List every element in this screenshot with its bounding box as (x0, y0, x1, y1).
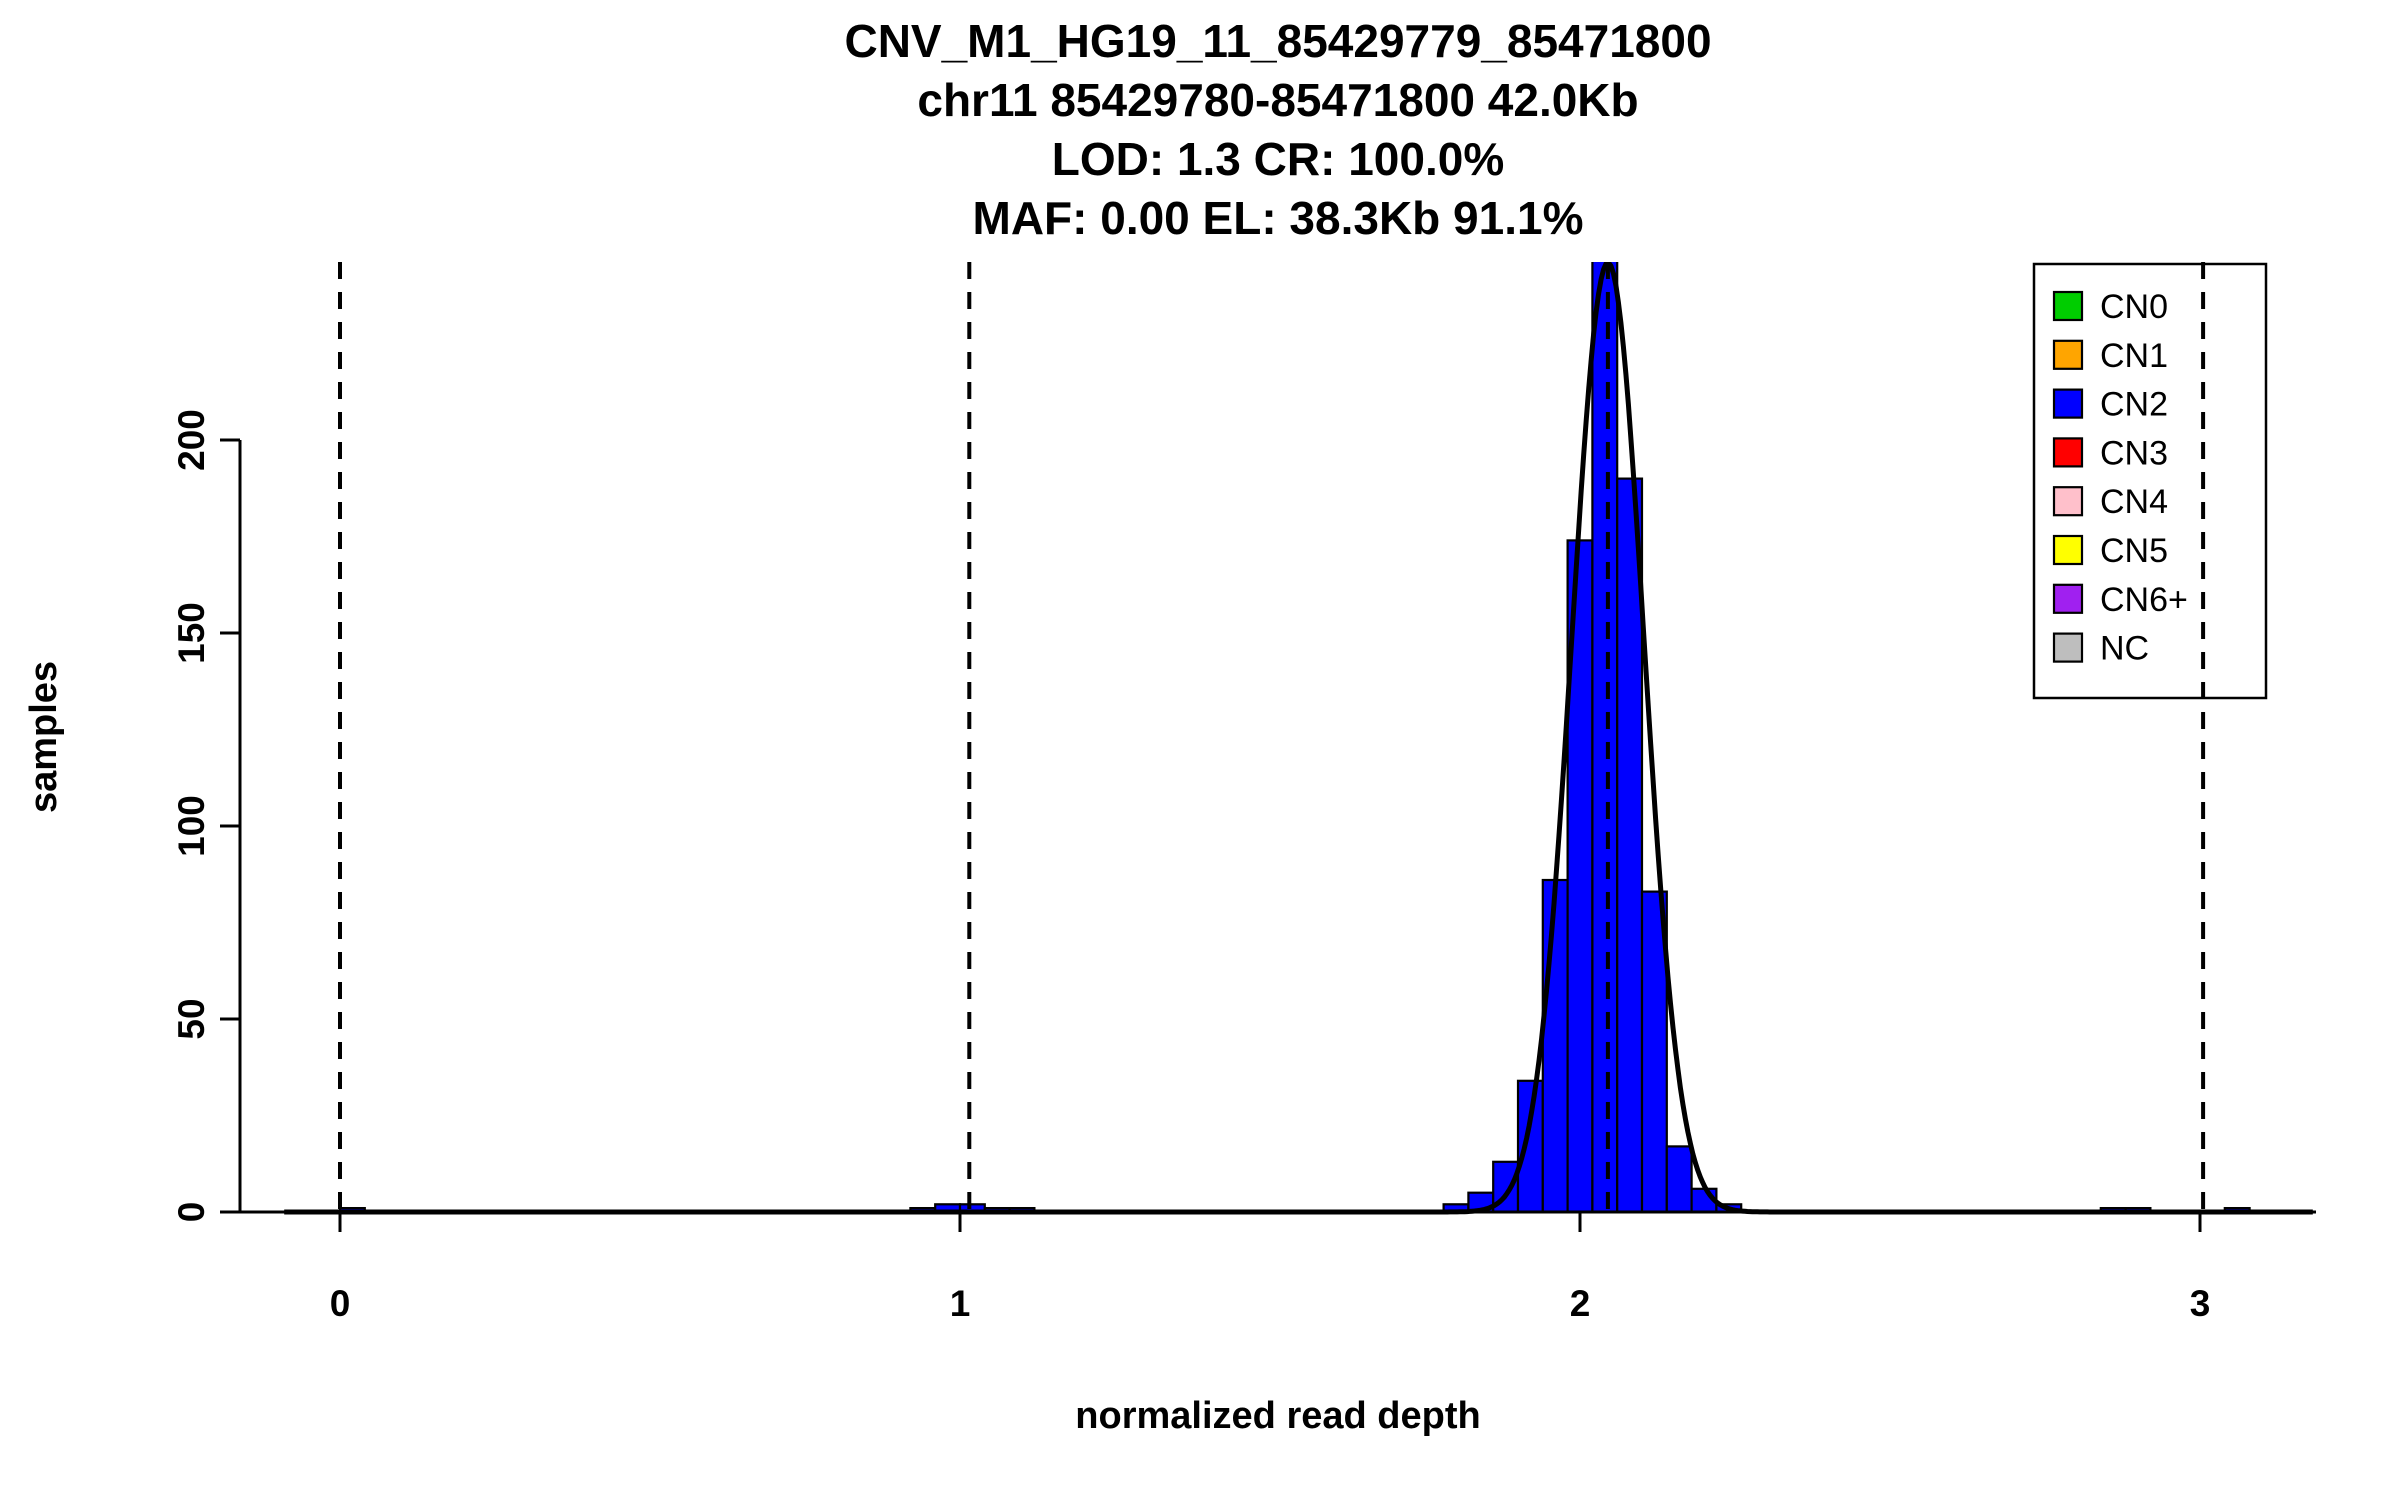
x-tick-label: 2 (1570, 1283, 1591, 1324)
density-curve (284, 262, 2313, 1215)
legend-box (2032, 262, 2268, 700)
x-tick-label: 3 (2190, 1283, 2211, 1324)
histogram-bars (338, 262, 2251, 1214)
legend-swatch-cn5 (2052, 534, 2084, 566)
legend-label-nc: NC (2100, 630, 2149, 668)
legend-label-cn5: CN5 (2100, 532, 2168, 570)
x-tick-label: 0 (330, 1283, 351, 1324)
legend-label-cn6plus: CN6+ (2100, 581, 2188, 619)
title-line-1: CNV_M1_HG19_11_85429779_85471800 (844, 15, 1712, 67)
y-tick-label: 0 (171, 1202, 212, 1223)
legend-swatch-cn1 (2052, 339, 2084, 370)
plot-title: CNV_M1_HG19_11_85429779_85471800 chr11 8… (156, 12, 2400, 248)
y-axis-title: samples (23, 661, 65, 813)
legend-swatch-cn4 (2052, 486, 2084, 517)
legend-label-cn2: CN2 (2100, 386, 2168, 424)
y-tick-label: 200 (171, 409, 212, 471)
legend-label-cn1: CN1 (2100, 337, 2168, 375)
title-line-3: LOD: 1.3 CR: 100.0% (1051, 133, 1505, 185)
title-line-2: chr11 85429780-85471800 42.0Kb (917, 74, 1639, 126)
title-line-4: MAF: 0.00 EL: 38.3Kb 91.1% (972, 192, 1584, 244)
legend-swatch-cn3 (2052, 437, 2084, 468)
legend-swatch-cn6plus (2052, 583, 2084, 614)
histogram-bar (1616, 477, 1644, 1214)
legend-label-cn0: CN0 (2100, 288, 2168, 326)
x-axis-title: normalized read depth (1075, 1395, 1480, 1437)
y-tick-label: 150 (171, 602, 212, 664)
legend-label-cn4: CN4 (2100, 483, 2168, 521)
histogram-bar (1541, 878, 1569, 1214)
histogram-bar (1665, 1145, 1693, 1214)
legend-label-cn3: CN3 (2100, 434, 2168, 472)
histogram-bar (1516, 1079, 1544, 1214)
y-tick-label: 50 (171, 998, 212, 1039)
y-tick-label: 100 (171, 795, 212, 857)
histogram-bar (1591, 262, 1619, 1214)
legend-swatch-cn2 (2052, 388, 2084, 419)
x-tick-label: 1 (950, 1283, 971, 1324)
legend-swatch-cn0 (2052, 290, 2084, 322)
legend-swatch-nc (2052, 632, 2084, 663)
